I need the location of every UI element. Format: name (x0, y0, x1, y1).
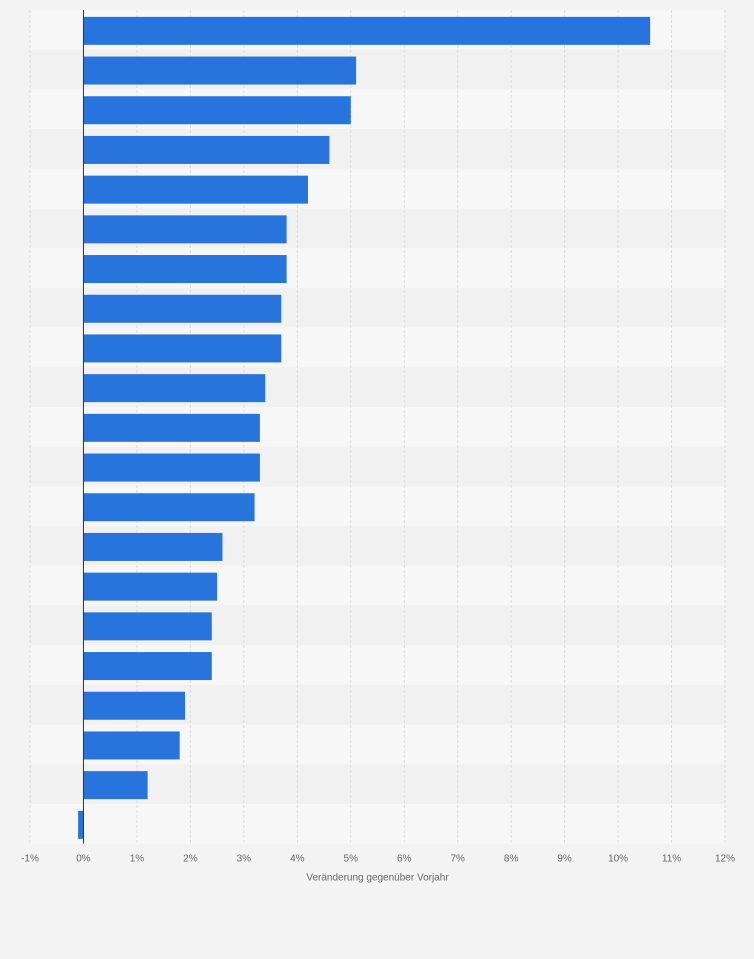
x-tick-labels: -1% 0% 1% 2% 3% 4% 5% 6% 7% 8% 9% 10% 11% 12% (21, 854, 735, 865)
bar (83, 493, 255, 522)
bar (83, 16, 651, 45)
x-tick-label: 3% (237, 854, 252, 865)
bar (83, 215, 287, 244)
x-tick-label: 12% (715, 854, 735, 865)
bar (83, 294, 282, 323)
x-tick-label: 9% (557, 854, 572, 865)
x-tick-label: 4% (290, 854, 305, 865)
bar (83, 374, 266, 403)
bars (78, 16, 651, 839)
bar (83, 731, 180, 760)
x-tick-label: 5% (344, 854, 359, 865)
bar (83, 453, 260, 482)
x-tick-label: 2% (183, 854, 198, 865)
x-tick-label: 8% (504, 854, 519, 865)
bar (83, 334, 282, 363)
bar (83, 255, 287, 284)
x-tick-label: 0% (76, 854, 91, 865)
x-tick-label: -1% (21, 854, 39, 865)
row-band (30, 804, 725, 844)
bar (83, 96, 351, 125)
bar (83, 612, 212, 641)
bar (83, 56, 357, 85)
bar (83, 413, 260, 442)
x-tick-label: 7% (450, 854, 465, 865)
bar (83, 532, 223, 561)
bar (83, 175, 308, 204)
bar (83, 771, 148, 800)
x-tick-label: 1% (130, 854, 145, 865)
bar (83, 652, 212, 681)
bar (83, 135, 330, 164)
x-tick-label: 10% (608, 854, 628, 865)
x-axis-title: Veränderung gegenüber Vorjahr (306, 873, 449, 884)
bar (78, 810, 84, 839)
x-tick-label: 6% (397, 854, 412, 865)
bar (83, 691, 186, 720)
bar (83, 572, 218, 601)
x-tick-label: 11% (662, 854, 681, 865)
